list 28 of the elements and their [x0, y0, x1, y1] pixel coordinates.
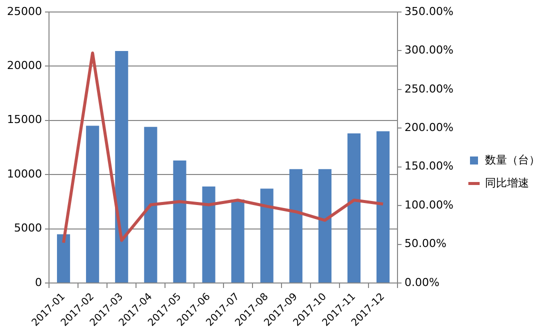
bar	[231, 200, 244, 282]
bar	[173, 160, 186, 282]
legend-label: 同比增速	[485, 176, 529, 190]
bar	[144, 126, 158, 282]
y2-tick-label: 350.00%	[404, 4, 454, 18]
bar	[260, 188, 274, 282]
y2-tick-label: 0.00%	[404, 276, 440, 289]
bar	[115, 51, 128, 282]
y-tick-label: 5000	[14, 222, 42, 235]
bar	[347, 133, 361, 282]
y-tick-label: 15000	[6, 113, 42, 126]
legend-label: 数量（台）	[485, 153, 540, 166]
y-tick-label: 0	[34, 276, 42, 289]
y2-tick-label: 150.00%	[404, 160, 454, 173]
bar	[289, 169, 302, 282]
y2-tick-label: 200.00%	[404, 120, 454, 134]
y2-tick-label: 300.00%	[404, 44, 454, 57]
y2-tick-label: 100.00%	[404, 198, 454, 212]
bar	[56, 234, 70, 282]
bar	[86, 126, 100, 282]
y2-tick-label: 50.00%	[404, 237, 447, 250]
bar	[376, 131, 390, 282]
bar	[318, 169, 332, 282]
y-tick-label: 20000	[6, 59, 42, 72]
y-tick-label: 25000	[6, 4, 42, 18]
bar	[202, 186, 216, 282]
y-tick-label: 10000	[6, 167, 42, 180]
y2-tick-label: 250.00%	[404, 82, 454, 96]
